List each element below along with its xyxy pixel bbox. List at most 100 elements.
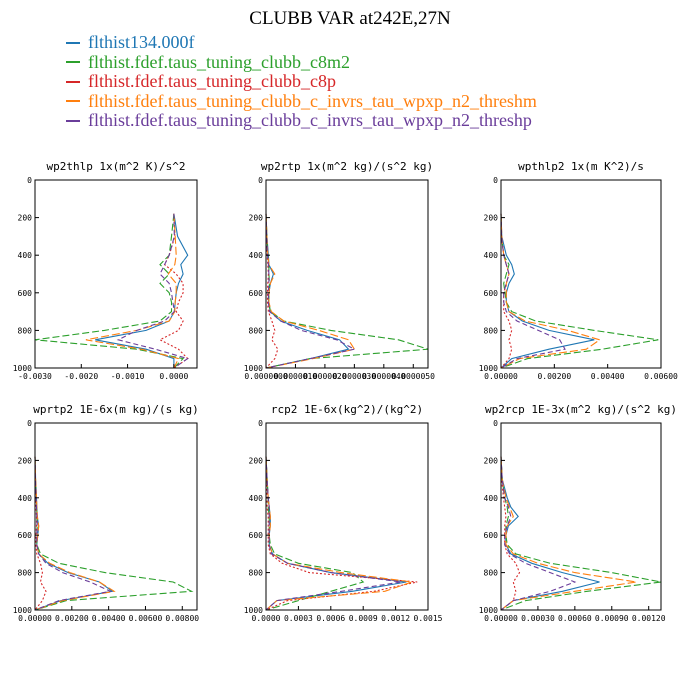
series-line — [158, 213, 189, 369]
x-tick-label: 0.0006 — [316, 614, 345, 623]
series-line — [34, 456, 113, 611]
series-line — [85, 213, 180, 369]
x-tick-label: 0.00000 — [484, 614, 518, 623]
y-tick-label: 400 — [484, 494, 499, 503]
y-tick-label: 600 — [18, 531, 33, 540]
series-line — [500, 456, 637, 611]
y-tick-label: 0 — [258, 419, 263, 428]
series-line — [116, 213, 189, 369]
y-tick-label: 400 — [249, 251, 264, 260]
legend-item: flthist134.000f — [66, 32, 537, 53]
x-tick-label: 0.0000040 — [362, 372, 406, 381]
series-line — [265, 213, 279, 369]
series-line — [265, 456, 365, 611]
x-tick-label: 0.0012 — [381, 614, 410, 623]
y-tick-label: 800 — [18, 569, 33, 578]
chart-title: CLUBB VAR at242E,27N — [249, 8, 451, 29]
y-tick-label: 600 — [484, 289, 499, 298]
legend-swatch — [66, 80, 80, 83]
legend-label: flthist134.000f — [88, 32, 195, 52]
y-tick-label: 200 — [484, 456, 499, 465]
y-tick-label: 400 — [249, 494, 264, 503]
x-tick-label: 0.00600 — [129, 614, 163, 623]
legend: flthist134.000f flthist.fdef.taus_tuning… — [66, 32, 537, 131]
legend-item: flthist.fdef.taus_tuning_clubb_c8m2 — [66, 52, 537, 73]
y-tick-label: 0 — [493, 419, 498, 428]
x-tick-label: 0.00600 — [644, 372, 678, 381]
x-tick-label: 0.0000050 — [392, 372, 436, 381]
x-tick-label: 0.00120 — [632, 614, 666, 623]
x-tick-label: 0.00400 — [591, 372, 625, 381]
panel-title: wp2thlp 1x(m^2 K)/s^2 — [46, 160, 185, 173]
y-tick-label: 1000 — [479, 364, 498, 373]
legend-label: flthist.fdef.taus_tuning_clubb_c_invrs_t… — [88, 90, 537, 111]
y-tick-label: 1000 — [13, 606, 32, 615]
x-tick-label: 0.0000 — [252, 614, 281, 623]
panel-frame — [34, 422, 198, 611]
series-line — [34, 213, 185, 369]
x-tick-label: 0.0015 — [414, 614, 443, 623]
series-line — [500, 213, 566, 369]
y-tick-label: 1000 — [13, 364, 32, 373]
x-tick-label: 0.0000020 — [303, 372, 347, 381]
y-tick-label: 600 — [249, 531, 264, 540]
series-line — [500, 456, 600, 611]
series-line — [500, 456, 577, 611]
x-tick-label: 0.00800 — [165, 614, 199, 623]
legend-swatch — [66, 41, 80, 44]
y-tick-label: 200 — [484, 214, 499, 223]
panel-frame — [265, 422, 429, 611]
series-line — [500, 213, 659, 369]
series-line — [500, 213, 601, 369]
x-tick-label: -0.0020 — [64, 372, 98, 381]
y-tick-label: 1000 — [244, 364, 263, 373]
x-tick-label: 0.0000 — [159, 372, 188, 381]
x-tick-label: -0.0010 — [111, 372, 145, 381]
legend-label: flthist.fdef.taus_tuning_clubb_c8p — [88, 71, 336, 91]
y-tick-label: 800 — [484, 569, 499, 578]
series-line — [265, 213, 429, 369]
x-tick-label: 0.0000010 — [274, 372, 318, 381]
y-tick-label: 0 — [27, 419, 32, 428]
y-tick-label: 600 — [249, 289, 264, 298]
x-tick-label: 0.00090 — [595, 614, 629, 623]
y-tick-label: 200 — [18, 456, 33, 465]
y-tick-label: 200 — [249, 214, 264, 223]
x-tick-label: 0.00000 — [18, 614, 52, 623]
series-line — [500, 213, 595, 369]
series-line — [265, 213, 350, 369]
series-line — [265, 456, 402, 611]
panel-title: wp2rcp 1E-3x(m^2 kg)/(s^2 kg) — [485, 403, 677, 416]
y-tick-label: 1000 — [244, 606, 263, 615]
x-tick-label: 0.0003 — [284, 614, 313, 623]
panel-title: wpthlp2 1x(m K^2)/s — [518, 160, 644, 173]
series-line — [265, 456, 418, 611]
series-line — [500, 456, 521, 611]
x-tick-label: 0.00200 — [537, 372, 571, 381]
y-tick-label: 400 — [18, 251, 33, 260]
panel-frame — [34, 179, 198, 369]
y-tick-label: 600 — [484, 531, 499, 540]
x-tick-label: 0.00200 — [55, 614, 89, 623]
legend-item: flthist.fdef.taus_tuning_clubb_c8p — [66, 71, 537, 92]
legend-swatch — [66, 119, 80, 122]
series-line — [95, 213, 189, 368]
series-line — [265, 456, 407, 611]
x-tick-label: 0.0000000 — [244, 372, 288, 381]
x-tick-label: 0.00030 — [521, 614, 555, 623]
x-tick-label: 0.0009 — [349, 614, 378, 623]
legend-swatch — [66, 100, 80, 103]
panel-frame — [265, 179, 429, 369]
y-tick-label: 0 — [258, 176, 263, 185]
series-line — [34, 456, 194, 611]
y-tick-label: 800 — [249, 569, 264, 578]
x-tick-label: 0.00060 — [558, 614, 592, 623]
legend-label: flthist.fdef.taus_tuning_clubb_c_invrs_t… — [88, 110, 532, 130]
x-tick-label: -0.0030 — [18, 372, 52, 381]
y-tick-label: 0 — [493, 176, 498, 185]
panel-frame — [500, 422, 662, 611]
panel-frame — [500, 179, 662, 369]
series-line — [265, 213, 356, 369]
legend-swatch — [66, 61, 80, 64]
